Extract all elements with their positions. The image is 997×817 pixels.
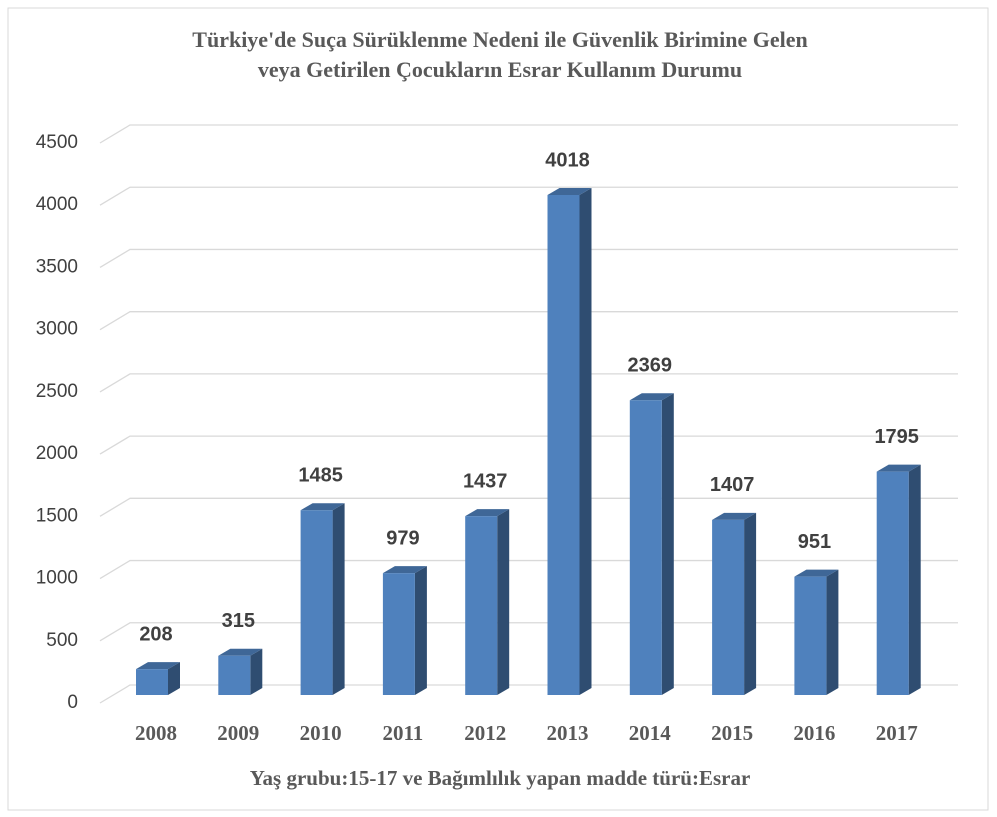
x-tick-label: 2013 bbox=[547, 721, 589, 745]
grid-line bbox=[99, 248, 958, 269]
y-tick-label: 1500 bbox=[36, 505, 78, 526]
chart-title: Türkiye'de Suça Sürüklenme Nedeni ile Gü… bbox=[192, 27, 807, 52]
bar-front bbox=[876, 471, 909, 695]
value-label: 1407 bbox=[710, 474, 755, 496]
grid-line bbox=[99, 622, 958, 642]
bar-side bbox=[414, 566, 427, 695]
chart-title: veya Getirilen Çocukların Esrar Kullanım… bbox=[258, 57, 742, 82]
bar-side bbox=[908, 464, 921, 695]
bar bbox=[876, 464, 921, 695]
y-tick-label: 4500 bbox=[36, 132, 78, 153]
grid-line bbox=[99, 373, 958, 393]
bar-top bbox=[547, 187, 592, 195]
value-label: 951 bbox=[798, 531, 831, 553]
bar bbox=[218, 648, 263, 695]
bar-front bbox=[547, 194, 580, 695]
y-tick-label: 4000 bbox=[36, 194, 78, 215]
bar-top bbox=[465, 509, 510, 517]
x-tick-label: 2015 bbox=[711, 721, 753, 745]
bar-side bbox=[579, 187, 592, 695]
grid-line bbox=[99, 559, 958, 580]
bar-side bbox=[497, 509, 510, 695]
x-tick-label: 2011 bbox=[382, 721, 423, 745]
value-label: 1795 bbox=[874, 426, 919, 448]
grid-line bbox=[99, 124, 958, 144]
y-tick-label: 1000 bbox=[36, 568, 78, 589]
bar-front bbox=[218, 655, 251, 695]
bar-top bbox=[136, 662, 180, 670]
x-tick-label: 2012 bbox=[464, 721, 506, 745]
x-tick-label: 2016 bbox=[793, 721, 835, 745]
bar-front bbox=[629, 400, 662, 695]
x-tick-label: 2010 bbox=[300, 721, 342, 745]
y-tick-label: 2000 bbox=[36, 443, 78, 464]
bar bbox=[712, 512, 757, 695]
bar-side bbox=[826, 569, 839, 695]
value-label: 4018 bbox=[545, 149, 590, 171]
grid-line bbox=[99, 497, 958, 517]
value-label: 208 bbox=[139, 623, 172, 645]
bar-side bbox=[168, 662, 180, 695]
bar-side bbox=[661, 393, 674, 695]
grid-line bbox=[99, 311, 958, 331]
x-tick-label: 2008 bbox=[135, 721, 177, 745]
bar-side bbox=[332, 503, 345, 695]
bar-side bbox=[744, 512, 757, 695]
value-label: 1437 bbox=[463, 470, 508, 492]
bar-front bbox=[465, 516, 498, 695]
bar bbox=[300, 503, 345, 695]
x-tick-label: 2014 bbox=[629, 721, 672, 745]
bar bbox=[136, 662, 180, 695]
y-tick-label: 500 bbox=[46, 630, 78, 651]
value-label: 315 bbox=[222, 610, 255, 632]
bar-top bbox=[629, 393, 674, 401]
x-tick-label: 2017 bbox=[876, 721, 918, 745]
value-label: 2369 bbox=[628, 354, 673, 376]
value-label: 1485 bbox=[298, 464, 343, 486]
bar-top bbox=[794, 569, 839, 577]
bar-top bbox=[300, 503, 345, 511]
grid-line bbox=[99, 684, 958, 704]
bar bbox=[465, 509, 510, 695]
bar bbox=[547, 187, 592, 695]
x-axis-label: Yaş grubu:15-17 ve Bağımlılık yapan madd… bbox=[250, 766, 751, 790]
bar bbox=[629, 393, 674, 695]
x-tick-label: 2009 bbox=[217, 721, 259, 745]
bar-front bbox=[794, 576, 827, 695]
bar-top bbox=[218, 648, 263, 656]
grid-line bbox=[99, 435, 958, 455]
bar-top bbox=[382, 566, 427, 574]
bar bbox=[382, 566, 427, 695]
bar-top bbox=[876, 464, 921, 472]
bar-front bbox=[136, 669, 168, 695]
value-label: 979 bbox=[386, 527, 419, 549]
y-tick-label: 2500 bbox=[36, 381, 78, 402]
bar-side bbox=[250, 648, 263, 695]
bar-front bbox=[382, 573, 415, 695]
bar-top bbox=[712, 512, 757, 520]
bar-front bbox=[300, 510, 333, 695]
y-tick-label: 3000 bbox=[36, 319, 78, 340]
bar bbox=[794, 569, 839, 695]
y-tick-label: 3500 bbox=[36, 256, 78, 277]
bar-front bbox=[712, 519, 745, 695]
grid-line bbox=[99, 186, 958, 206]
y-tick-label: 0 bbox=[67, 692, 78, 713]
